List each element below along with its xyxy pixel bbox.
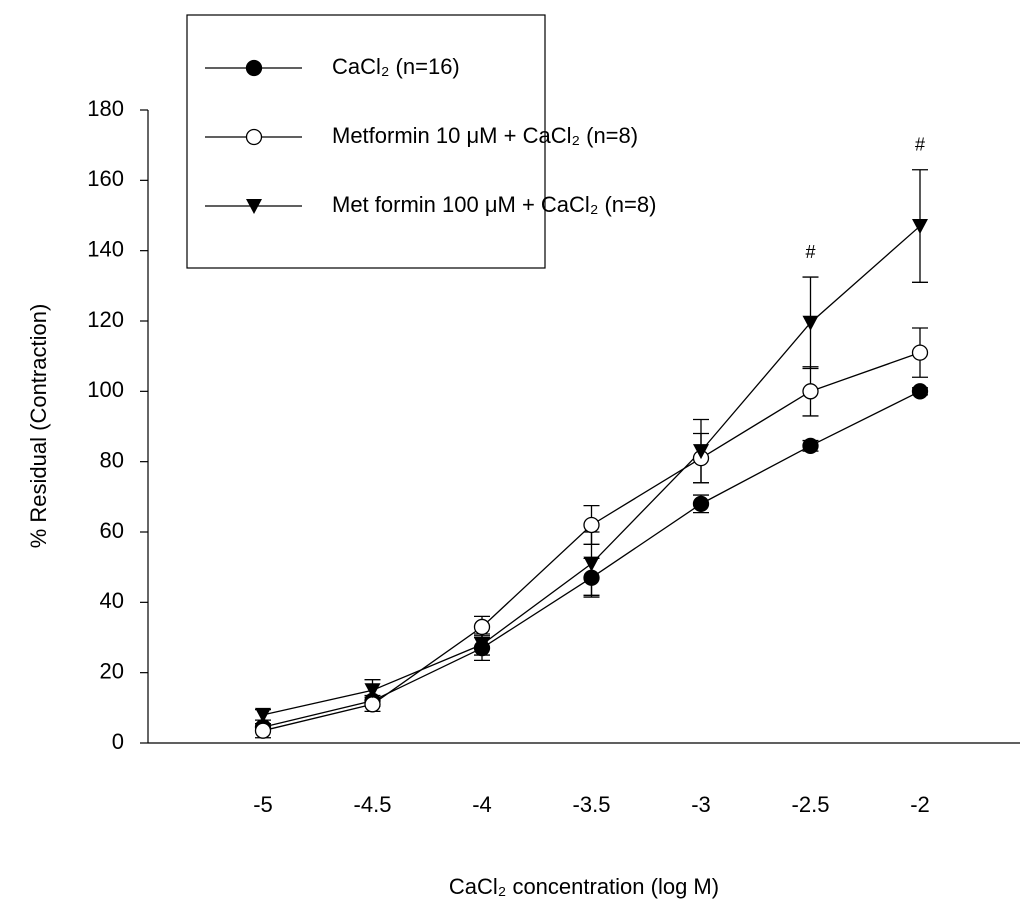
marker [912,219,928,235]
annotation: # [805,242,815,262]
marker [583,556,600,572]
legend-label: CaCl₂ (n=16) [332,54,460,79]
marker [802,383,819,400]
legend-label: Met formin 100 μM + CaCl₂ (n=8) [332,192,656,217]
marker [254,722,272,739]
y-tick-label: 120 [87,307,124,332]
legend-label: Metformin 10 μM + CaCl₂ (n=8) [332,123,638,148]
y-tick-label: 80 [100,447,124,472]
marker [474,637,490,653]
y-tick-label: 100 [87,377,124,402]
y-tick-label: 20 [100,658,124,683]
x-axis-label: CaCl₂ concentration (log M) [449,874,719,899]
x-tick-label: -2.5 [792,792,830,817]
legend-marker [245,59,263,77]
marker [692,495,710,513]
y-tick-label: 60 [100,518,124,543]
x-tick-label: -5 [253,792,273,817]
legend-marker [246,199,262,214]
marker [364,696,381,713]
x-tick-label: -3.5 [573,792,611,817]
marker [802,315,819,331]
x-tick-label: -3 [691,792,711,817]
x-tick-label: -4.5 [354,792,392,817]
y-tick-label: 40 [100,588,124,613]
annotation: # [915,135,925,155]
marker [364,683,381,699]
legend-box [186,14,546,269]
marker [802,437,819,454]
y-tick-label: 140 [87,236,124,261]
x-tick-label: -2 [910,792,930,817]
series-line [262,225,921,716]
marker [911,344,929,361]
marker [255,707,271,723]
marker [911,383,929,400]
y-axis-label: % Residual (Contraction) [26,304,51,549]
y-tick-label: 180 [87,96,124,121]
y-tick-label: 0 [112,729,124,754]
marker [583,569,600,586]
x-tick-label: -4 [472,792,492,817]
marker [473,618,491,636]
y-tick-label: 160 [87,166,124,191]
legend-marker [245,128,263,146]
marker [693,444,709,460]
marker [583,516,600,534]
